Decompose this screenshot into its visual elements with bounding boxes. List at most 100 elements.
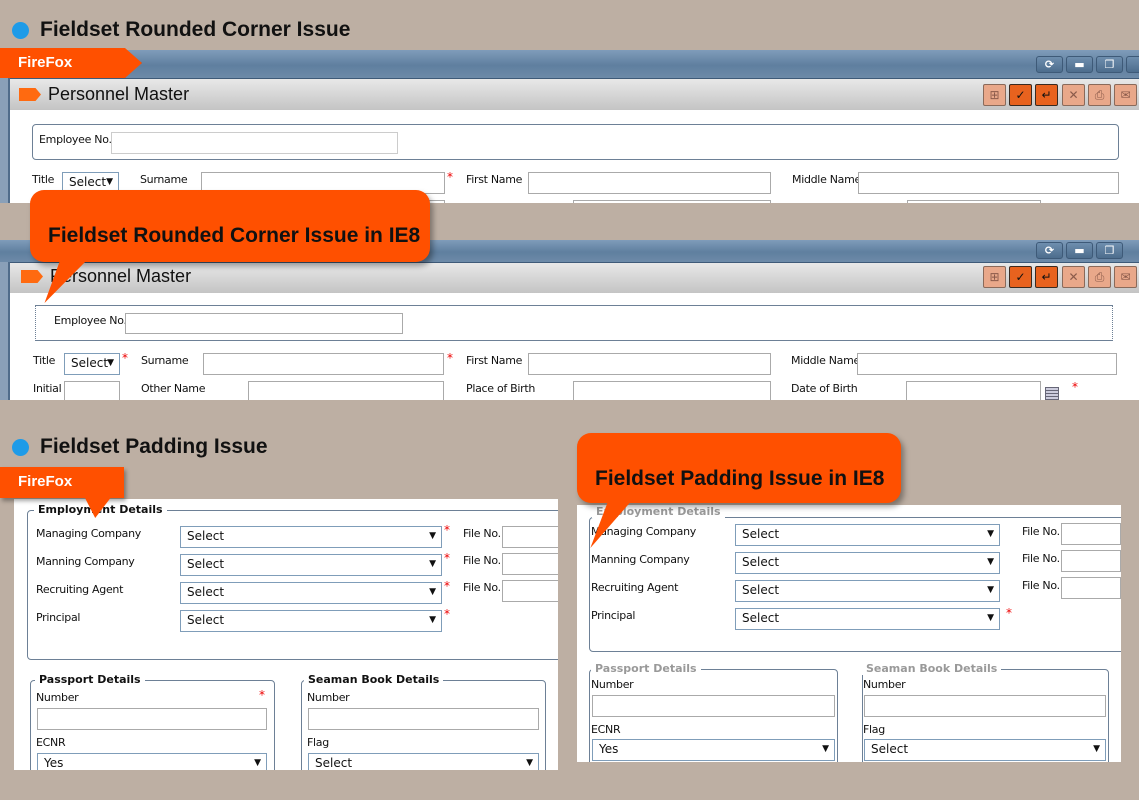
import-icon[interactable]: ↵ (1035, 266, 1058, 288)
employee-no-input[interactable] (111, 132, 398, 154)
manning-company-select[interactable]: Select ▼ (180, 554, 442, 576)
select-value: Yes (44, 756, 64, 770)
import-icon[interactable]: ↵ (1035, 84, 1058, 106)
file-no-input[interactable] (502, 526, 558, 548)
place-of-birth-input[interactable] (573, 381, 771, 400)
employee-fieldset (35, 305, 1113, 341)
file-no-input[interactable] (502, 553, 558, 575)
required-marker: * (444, 523, 450, 537)
passport-number-input[interactable] (592, 695, 835, 717)
file-no-input[interactable] (1061, 550, 1121, 572)
required-marker: * (122, 351, 128, 365)
flag-select[interactable]: Select ▼ (308, 753, 539, 770)
firefox-window-rounded: ⟳ ▬ ❐ Personnel Master ⊞ ✓ ↵ ✕ ⎙ ✉ Emplo… (0, 50, 1139, 203)
callout-padding: Fieldset Padding Issue in IE8 (577, 433, 901, 503)
first-name-label: First Name (466, 173, 523, 186)
select-value: Select (742, 555, 780, 569)
date-of-birth-input[interactable] (907, 200, 1041, 203)
save-document-icon[interactable]: ✓ (1009, 266, 1032, 288)
middle-name-label: Middle Name (792, 173, 861, 186)
ie8-window-padding: Employment Details Managing Company Mann… (577, 505, 1121, 762)
principal-select[interactable]: Select ▼ (735, 608, 1000, 630)
recruiting-agent-label: Recruiting Agent (36, 583, 124, 596)
place-of-birth-input[interactable] (573, 200, 771, 203)
print-icon[interactable]: ⎙ (1088, 84, 1111, 106)
middle-name-input[interactable] (858, 172, 1119, 194)
firefox-window-padding: Employment Details Managing Company Mann… (14, 499, 558, 770)
seaman-legend: Seaman Book Details (862, 662, 1002, 675)
required-marker: * (1072, 380, 1078, 394)
section-title: Fieldset Rounded Corner Issue (40, 18, 351, 41)
date-of-birth-label: Date of Birth (791, 382, 858, 395)
passport-number-input[interactable] (37, 708, 267, 730)
select-value: Select (742, 583, 780, 597)
passport-legend: Passport Details (35, 673, 145, 686)
first-name-label: First Name (466, 354, 523, 367)
employee-no-label: Employee No. (39, 133, 112, 146)
file-no-input[interactable] (1061, 577, 1121, 599)
title-select[interactable]: Select ▼ (64, 353, 120, 375)
new-document-icon[interactable]: ⊞ (983, 266, 1006, 288)
restore-icon[interactable]: ❐ (1096, 56, 1123, 73)
required-marker: * (447, 170, 453, 184)
ecnr-select[interactable]: Yes ▼ (37, 753, 267, 770)
employee-no-input[interactable] (125, 313, 403, 334)
save-document-icon[interactable]: ✓ (1009, 84, 1032, 106)
file-no-input[interactable] (1061, 523, 1121, 545)
close-button[interactable] (1126, 56, 1139, 73)
surname-input[interactable] (203, 353, 444, 375)
middle-name-input[interactable] (857, 353, 1117, 375)
new-document-icon[interactable]: ⊞ (983, 84, 1006, 106)
recruiting-agent-select[interactable]: Select ▼ (180, 582, 442, 604)
calendar-icon[interactable] (1045, 387, 1059, 400)
chevron-down-icon: ▼ (822, 744, 829, 754)
employment-legend: Employment Details (592, 505, 725, 518)
bullet-icon (12, 22, 29, 39)
delete-document-icon[interactable]: ✕ (1062, 266, 1085, 288)
employee-no-label: Employee No. (54, 314, 127, 327)
managing-company-label: Managing Company (36, 527, 141, 540)
passport-fieldset (589, 669, 838, 762)
passport-fieldset (30, 680, 275, 770)
mail-icon[interactable]: ✉ (1114, 266, 1137, 288)
seaman-number-input[interactable] (864, 695, 1106, 717)
managing-company-select[interactable]: Select ▼ (735, 524, 1000, 546)
other-name-input[interactable] (248, 381, 444, 400)
delete-document-icon[interactable]: ✕ (1062, 84, 1085, 106)
bullet-icon (12, 439, 29, 456)
minimize-icon[interactable]: ▬ (1066, 242, 1093, 259)
left-frame (0, 78, 10, 203)
title-marker-icon (21, 270, 43, 283)
refresh-icon[interactable]: ⟳ (1036, 56, 1063, 73)
refresh-icon[interactable]: ⟳ (1036, 242, 1063, 259)
chevron-down-icon: ▼ (254, 758, 261, 768)
select-value: Select (187, 613, 225, 627)
manning-company-select[interactable]: Select ▼ (735, 552, 1000, 574)
principal-select[interactable]: Select ▼ (180, 610, 442, 632)
recruiting-agent-label: Recruiting Agent (591, 581, 679, 594)
ecnr-select[interactable]: Yes ▼ (592, 739, 835, 761)
title-select-value: Select (71, 356, 109, 370)
restore-icon[interactable]: ❐ (1096, 242, 1123, 259)
print-icon[interactable]: ⎙ (1088, 266, 1111, 288)
minimize-icon[interactable]: ▬ (1066, 56, 1093, 73)
chevron-down-icon: ▼ (429, 615, 436, 625)
recruiting-agent-select[interactable]: Select ▼ (735, 580, 1000, 602)
first-name-input[interactable] (528, 172, 771, 194)
chevron-down-icon: ▼ (526, 758, 533, 768)
chevron-down-icon: ▼ (429, 559, 436, 569)
select-value: Select (742, 527, 780, 541)
first-name-input[interactable] (528, 353, 771, 375)
select-value: Select (742, 611, 780, 625)
mail-icon[interactable]: ✉ (1114, 84, 1137, 106)
seaman-number-input[interactable] (308, 708, 539, 730)
file-no-input[interactable] (502, 580, 558, 602)
flag-select[interactable]: Select ▼ (864, 739, 1106, 761)
initial-input[interactable] (64, 381, 120, 400)
ie8-window-rounded: ⟳ ▬ ❐ Personnel Master ⊞ ✓ ↵ ✕ ⎙ ✉ Emplo… (0, 240, 1139, 400)
managing-company-select[interactable]: Select ▼ (180, 526, 442, 548)
file-no-label: File No. (1022, 579, 1060, 592)
title-marker-icon (19, 88, 41, 101)
seaman-legend: Seaman Book Details (304, 673, 444, 686)
date-of-birth-input[interactable] (906, 381, 1041, 400)
